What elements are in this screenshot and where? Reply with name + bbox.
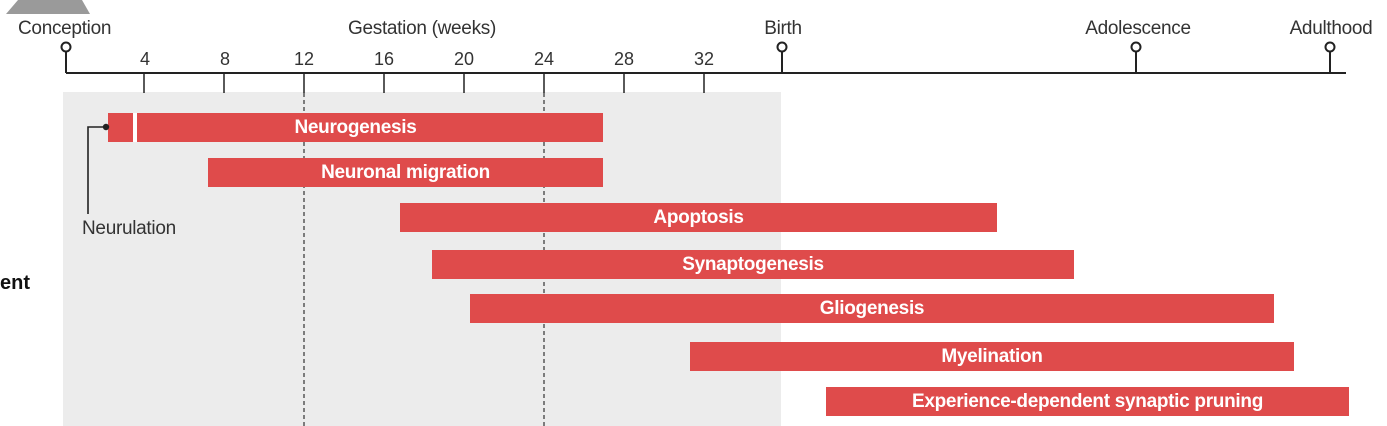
process-bar-myelination: Myelination bbox=[690, 342, 1294, 371]
milestone-conception-label: Conception bbox=[18, 18, 112, 39]
milestone-birth-marker bbox=[776, 41, 788, 73]
week-tick-label: 20 bbox=[453, 49, 475, 69]
process-bar-experience-dependent-synaptic-pruning: Experience-dependent synaptic pruning bbox=[826, 387, 1349, 416]
process-label: Experience-dependent synaptic pruning bbox=[911, 390, 1264, 412]
neurulation-label: Neurulation bbox=[82, 218, 176, 239]
process-bar-neurogenesis: Neurogenesis bbox=[108, 113, 603, 142]
process-bar-gliogenesis: Gliogenesis bbox=[470, 294, 1274, 323]
milestone-adolescence-marker bbox=[1130, 41, 1142, 73]
side-label: ent bbox=[0, 272, 30, 294]
milestone-adulthood-marker bbox=[1324, 41, 1336, 73]
milestone-conception-marker bbox=[60, 41, 72, 73]
milestone-birth-label: Birth bbox=[764, 18, 802, 39]
decorative-shape-top bbox=[6, 0, 90, 14]
process-label: Gliogenesis bbox=[819, 297, 925, 319]
week-tick-label: 16 bbox=[373, 49, 395, 69]
gestation-weeks-label: Gestation (weeks) bbox=[347, 18, 497, 39]
week-tick-label: 24 bbox=[533, 49, 555, 69]
process-label: Apoptosis bbox=[653, 206, 744, 228]
process-label: Myelination bbox=[941, 345, 1043, 367]
milestone-adulthood-label: Adulthood bbox=[1289, 18, 1373, 39]
process-label: Neuronal migration bbox=[321, 161, 490, 183]
week-tick-label: 12 bbox=[293, 49, 315, 69]
process-bar-synaptogenesis: Synaptogenesis bbox=[432, 250, 1074, 279]
process-bar-apoptosis: Apoptosis bbox=[400, 203, 997, 232]
process-bar-neuronal-migration: Neuronal migration bbox=[208, 158, 603, 187]
neurulation-divider bbox=[133, 113, 137, 142]
week-tick-label: 8 bbox=[219, 49, 231, 69]
week-tick-label: 4 bbox=[139, 49, 151, 69]
process-label: Synaptogenesis bbox=[682, 253, 824, 275]
week-tick-label: 28 bbox=[613, 49, 635, 69]
milestone-adolescence-label: Adolescence bbox=[1085, 18, 1191, 39]
process-label: Neurogenesis bbox=[294, 116, 417, 138]
week-tick-label: 32 bbox=[693, 49, 715, 69]
